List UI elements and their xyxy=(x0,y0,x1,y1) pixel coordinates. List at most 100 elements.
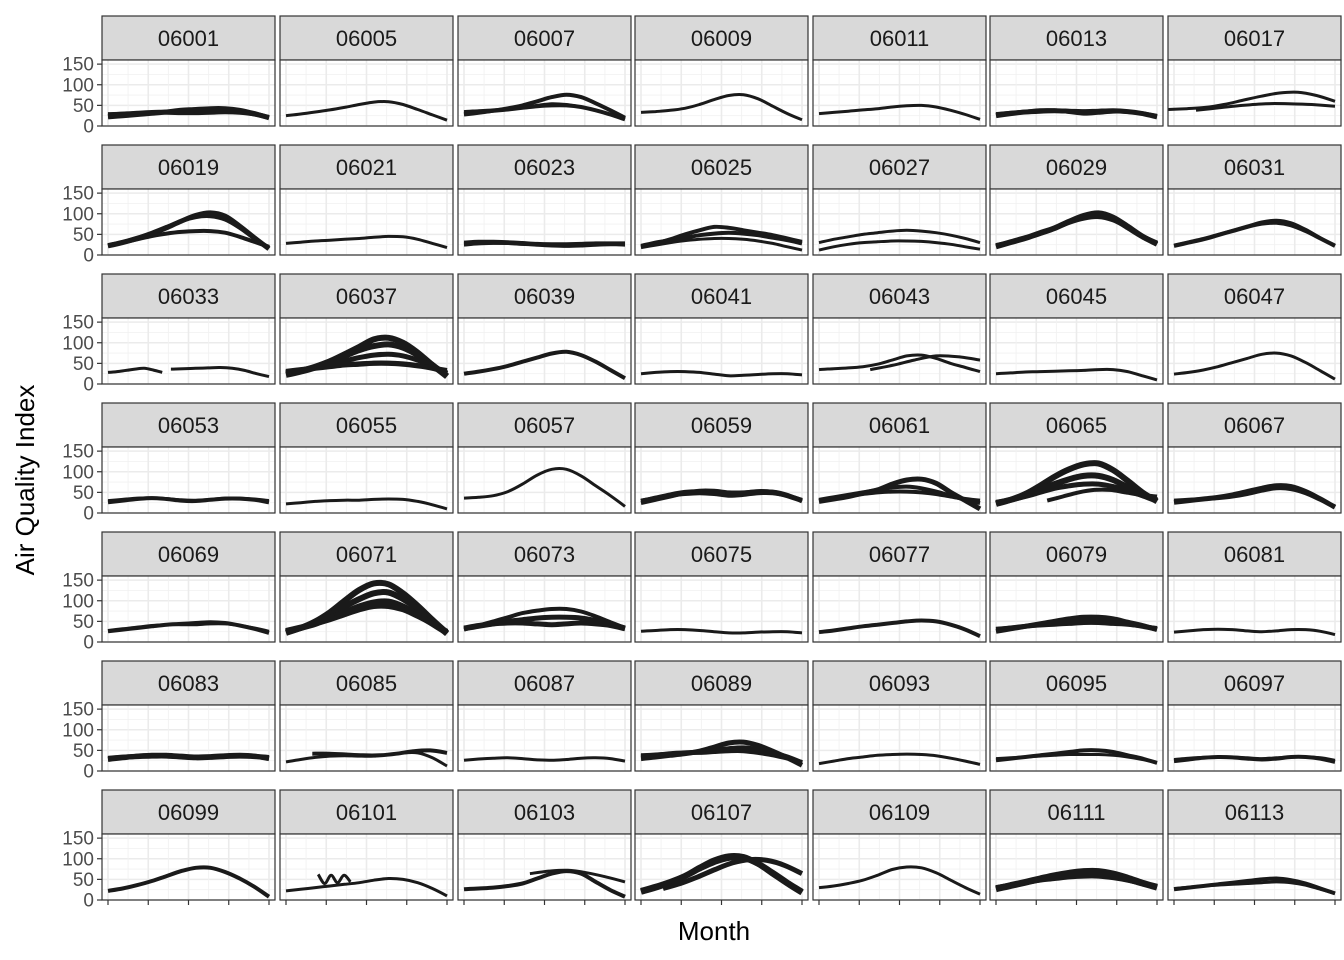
panel-grid xyxy=(458,576,631,643)
series-line xyxy=(285,360,448,373)
panel-border xyxy=(634,59,809,127)
facet-strip-label: 06083 xyxy=(158,671,219,696)
series-line xyxy=(463,620,626,632)
panel-border xyxy=(634,575,809,643)
panel-grid xyxy=(990,834,1163,901)
y-tick-label: 100 xyxy=(62,204,94,225)
panel-grid xyxy=(102,705,275,772)
facet-strip-label: 06005 xyxy=(336,26,397,51)
facet-strip-label: 06029 xyxy=(1046,155,1107,180)
facet-strip xyxy=(634,789,809,835)
facet-panel-06095: 06095 xyxy=(989,660,1164,772)
facet-panel-06055: 06055 xyxy=(279,402,454,514)
facet-panel-06057: 06057 xyxy=(457,402,632,514)
facet-strip-label: 06069 xyxy=(158,542,219,567)
panel-grid xyxy=(1168,318,1341,385)
facet-strip-label: 06001 xyxy=(158,26,219,51)
panel-grid xyxy=(102,318,275,385)
y-tick-label: 50 xyxy=(73,870,94,891)
facet-strip-label: 06061 xyxy=(869,413,930,438)
facet-strip-label: 06041 xyxy=(691,284,752,309)
y-tick-label: 100 xyxy=(62,462,94,483)
facet-strip xyxy=(457,402,632,448)
panel-grid xyxy=(813,60,986,127)
facet-strip-label: 06019 xyxy=(158,155,219,180)
facet-strip xyxy=(634,15,809,61)
facet-strip xyxy=(101,660,276,706)
facet-strip xyxy=(101,15,276,61)
y-tick-label: 50 xyxy=(73,225,94,246)
facet-strip-label: 06027 xyxy=(869,155,930,180)
facet-strip xyxy=(1167,144,1342,190)
facet-strip xyxy=(279,15,454,61)
facet-strip-label: 06037 xyxy=(336,284,397,309)
facet-strip xyxy=(1167,531,1342,577)
panel-border xyxy=(279,188,454,256)
series-line xyxy=(529,868,626,884)
series-line xyxy=(818,865,981,896)
y-tick-label: 50 xyxy=(73,483,94,504)
facet-strip xyxy=(634,660,809,706)
facet-strip-label: 06089 xyxy=(691,671,752,696)
facet-panel-06061: 06061 xyxy=(812,402,987,514)
series-line xyxy=(285,234,448,250)
panel-border xyxy=(279,446,454,514)
facet-panel-06031: 06031 xyxy=(1167,144,1342,256)
series-line xyxy=(1173,627,1336,637)
facet-strip xyxy=(989,660,1164,706)
facet-panel-06079: 06079 xyxy=(989,531,1164,643)
panel-border xyxy=(101,317,276,385)
facet-panel-06097: 06097 xyxy=(1167,660,1342,772)
series-line xyxy=(107,753,270,760)
facet-strip-label: 06077 xyxy=(869,542,930,567)
series-line xyxy=(107,366,163,374)
facet-panel-06101: 06101 xyxy=(279,789,454,901)
facet-strip-label: 06057 xyxy=(514,413,575,438)
panel-border xyxy=(101,59,276,127)
series-line xyxy=(640,854,804,895)
series-line xyxy=(1173,880,1336,895)
y-axis-title: Air Quality Index xyxy=(10,385,40,576)
panel-grid xyxy=(280,318,453,385)
series-line xyxy=(818,228,981,245)
y-tick-label: 0 xyxy=(83,633,94,654)
facet-strip-label: 06111 xyxy=(1048,800,1106,825)
panel-grid xyxy=(102,447,275,514)
facet-strip xyxy=(279,531,454,577)
panel-border xyxy=(989,188,1164,256)
facet-strip xyxy=(279,789,454,835)
axes-layer: 0501001500501001500501001500501001500501… xyxy=(62,55,1336,912)
y-tick-label: 0 xyxy=(83,246,94,267)
series-line xyxy=(1173,351,1336,381)
series-line xyxy=(463,102,626,121)
facet-strip-label: 06033 xyxy=(158,284,219,309)
facet-strip-label: 06017 xyxy=(1224,26,1285,51)
facet-strip xyxy=(989,402,1164,448)
panel-border xyxy=(989,317,1164,385)
facet-strip-label: 06013 xyxy=(1046,26,1107,51)
facet-panel-06045: 06045 xyxy=(989,273,1164,385)
facet-strip xyxy=(812,789,987,835)
panel-grid xyxy=(990,60,1163,127)
panel-border xyxy=(101,704,276,772)
facet-panel-06043: 06043 xyxy=(812,273,987,385)
facet-strip-label: 06097 xyxy=(1224,671,1285,696)
panel-grid xyxy=(102,189,275,256)
y-tick-label: 150 xyxy=(62,700,94,721)
series-line xyxy=(170,365,270,379)
facet-panel-06025: 06025 xyxy=(634,144,809,256)
panel-border xyxy=(279,575,454,643)
facet-panel-06033: 06033 xyxy=(101,273,276,385)
y-tick-label: 150 xyxy=(62,313,94,334)
series-line xyxy=(995,367,1158,382)
y-tick-label: 0 xyxy=(83,504,94,525)
facet-strip xyxy=(1167,15,1342,61)
y-tick-label: 150 xyxy=(62,442,94,463)
panel-border xyxy=(457,704,632,772)
panel-border xyxy=(457,446,632,514)
panel-border xyxy=(634,446,809,514)
facet-strip-label: 06011 xyxy=(870,26,930,51)
facet-strip xyxy=(634,531,809,577)
series-line xyxy=(107,228,270,249)
series-line xyxy=(640,236,803,252)
